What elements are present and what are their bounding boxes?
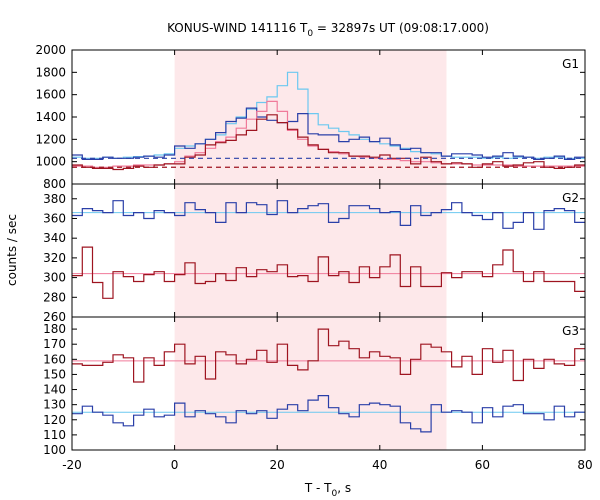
chart-title-subscript: 0	[307, 29, 313, 39]
g1-y-tick-label: 1000	[35, 155, 66, 169]
g2-series-3-dark-red-line	[72, 246, 585, 299]
x-tick-label: 20	[270, 458, 285, 472]
g3-y-tick-label: 180	[43, 322, 66, 336]
g2-y-tick-label: 380	[43, 192, 66, 206]
x-axis-label-subscript: 0	[332, 489, 338, 499]
g3-series-3-dark-blue-line	[72, 395, 585, 433]
x-tick-label: 60	[475, 458, 490, 472]
g1-y-tick-label: 1200	[35, 132, 66, 146]
panel-frames-layer	[71, 49, 586, 451]
x-tick-label: 0	[171, 458, 179, 472]
chart-title-main: KONUS-WIND 141116 T	[167, 21, 308, 35]
x-tick-label: 80	[577, 458, 592, 472]
g1-y-tick-label: 2000	[35, 43, 66, 57]
g2-y-tick-label: 340	[43, 231, 66, 245]
x-axis-label: T - T0, s	[304, 481, 351, 499]
g3-y-tick-label: 130	[43, 398, 66, 412]
chart-title-rest: = 32897s UT (09:08:17.000)	[313, 21, 489, 35]
x-tick-label: -20	[62, 458, 82, 472]
chart-title: KONUS-WIND 141116 T0 = 32897s UT (09:08:…	[167, 21, 489, 39]
g3-y-tick-label: 140	[43, 383, 66, 397]
g3-series-2-dark-red-line	[72, 328, 585, 383]
g3-y-tick-label: 150	[43, 367, 66, 381]
g2-y-tick-label: 320	[43, 251, 66, 265]
y-axis-label: counts / sec	[5, 214, 19, 286]
data-series-layer	[72, 71, 585, 433]
g3-y-tick-label: 170	[43, 337, 66, 351]
g1-panel-label: G1	[562, 57, 579, 71]
trigger-interval-highlight-layer	[174, 50, 447, 450]
g1-y-tick-label: 800	[43, 177, 66, 191]
x-axis-label-rest: , s	[337, 481, 351, 495]
g3-y-tick-label: 160	[43, 352, 66, 366]
g1-series-3-dark-red-line	[72, 114, 585, 171]
g1-y-tick-label: 1600	[35, 88, 66, 102]
g1-y-tick-label: 1400	[35, 110, 66, 124]
x-axis-label-main: T - T	[304, 481, 332, 495]
g2-y-tick-label: 260	[43, 310, 66, 324]
g2-y-tick-label: 300	[43, 271, 66, 285]
g3-panel-frame	[71, 316, 586, 451]
x-tick-label: 40	[372, 458, 387, 472]
g2-series-2-dark-blue-line	[72, 200, 585, 230]
g3-y-tick-label: 110	[43, 428, 66, 442]
g1-y-tick-label: 1800	[35, 65, 66, 79]
g2-panel-label: G2	[562, 191, 579, 205]
g3-y-tick-label: 120	[43, 413, 66, 427]
tick-labels-layer: 800100012001400160018002000G126028030032…	[35, 43, 592, 472]
g2-y-tick-label: 280	[43, 290, 66, 304]
g2-y-tick-label: 360	[43, 211, 66, 225]
g3-y-tick-label: 100	[43, 443, 66, 457]
trigger-interval-highlight	[174, 50, 447, 450]
g1-series-1-dark-blue-line	[72, 107, 585, 160]
g3-panel-label: G3	[562, 324, 579, 338]
